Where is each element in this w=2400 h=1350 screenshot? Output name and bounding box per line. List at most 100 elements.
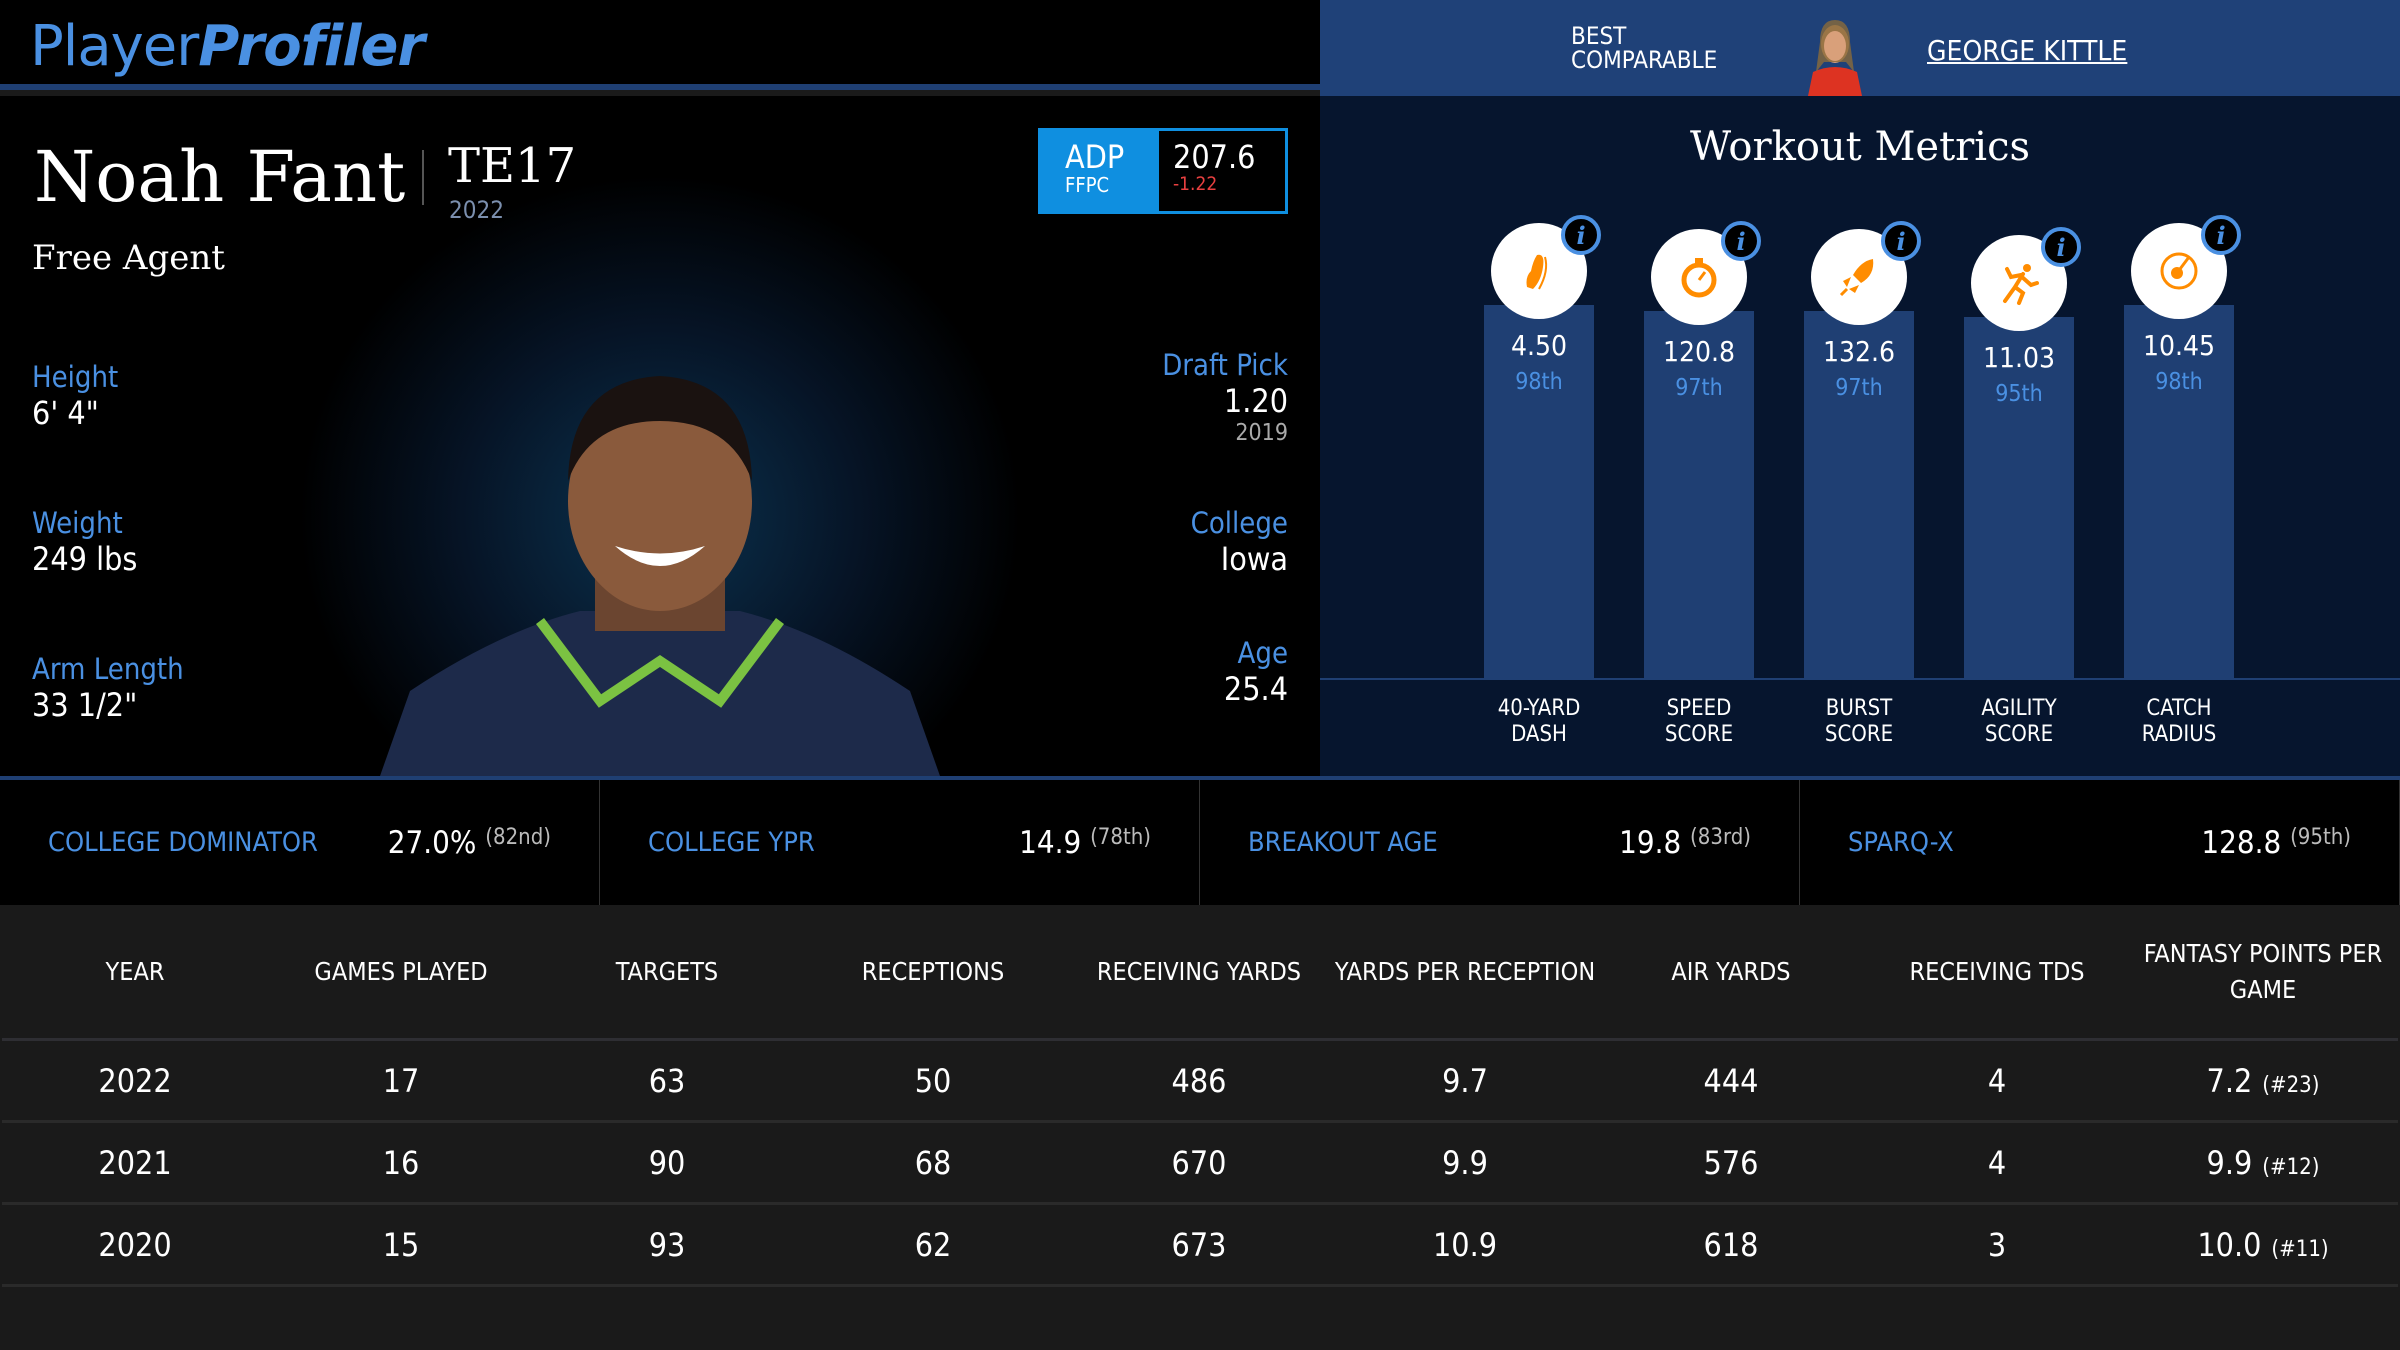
stat-rank: (78th): [1090, 824, 1151, 850]
arm-value: 33 1/2": [32, 686, 138, 724]
metric-label-line1: 40-YARD: [1497, 696, 1581, 721]
stat-rank: (83rd): [1690, 824, 1751, 850]
column-header[interactable]: YEAR: [105, 956, 165, 986]
runner-icon: [2003, 264, 2039, 305]
stat-value: 128.8: [2201, 824, 2282, 861]
logo[interactable]: PlayerProfiler: [30, 14, 425, 79]
stat-rank: (95th): [2290, 824, 2351, 850]
metric-value: 10.45: [2142, 329, 2216, 362]
draft-label: Draft Pick: [1162, 348, 1288, 382]
college-stat-label: COLLEGE DOMINATOR: [48, 827, 318, 858]
column-header[interactable]: RECEIVING TDS: [1909, 956, 2085, 986]
draft-value: 1.20: [1223, 382, 1288, 420]
metric-label: AGILITY SCORE: [1939, 696, 2099, 748]
table-cell: 2021: [98, 1143, 172, 1182]
stat-value: 19.8: [1619, 824, 1682, 861]
college-stat-cell: COLLEGE DOMINATOR 27.0% (82nd): [0, 780, 600, 905]
metric-value: 4.50: [1510, 329, 1568, 362]
metric-label-line1: CATCH: [2146, 696, 2212, 721]
info-icon[interactable]: i: [1561, 215, 1601, 255]
table-cell: 63: [648, 1061, 686, 1100]
metric-label-line2: SCORE: [1664, 722, 1734, 747]
workout-title: Workout Metrics: [1689, 124, 2031, 170]
college-value: Iowa: [1220, 540, 1288, 578]
height-label: Height: [32, 360, 119, 394]
column-header[interactable]: RECEPTIONS: [861, 956, 1005, 986]
rocket-icon: [1839, 259, 1874, 297]
table-cell: 7.2 (#23): [2130, 1062, 2396, 1100]
season: 2022: [449, 196, 504, 224]
metric-bar: [1804, 311, 1914, 678]
best-comparable-bar: BEST COMPARABLE GEORGE KITTLE: [1320, 0, 2400, 96]
table-row: 2020 15 93 62 673 10.9 618 3 10.0 (#11): [2, 1205, 2398, 1287]
divider: [422, 150, 424, 205]
metric-bar: [2124, 305, 2234, 678]
fppg-value: 10.0: [2197, 1225, 2262, 1264]
team: Free Agent: [32, 238, 225, 278]
info-icon[interactable]: i: [2201, 215, 2241, 255]
college-label: College: [1190, 506, 1288, 540]
info-icon[interactable]: i: [1881, 221, 1921, 261]
metric-percentile: 97th: [1675, 375, 1723, 401]
metric-label-line1: AGILITY: [1981, 696, 2057, 721]
metric-percentile: 98th: [1515, 369, 1563, 395]
fppg-rank: (#11): [2271, 1236, 2329, 1262]
arm-label: Arm Length: [32, 652, 184, 686]
college-stat-value: 128.8 (95th): [2201, 825, 2351, 861]
metric-value: 132.6: [1822, 335, 1896, 368]
age-stat: Age 25.4: [1224, 636, 1288, 708]
table-cell: 618: [1703, 1225, 1759, 1264]
player-panel: Noah Fant TE17 2022 Free Agent ADP FFPC 2…: [0, 96, 1320, 776]
college-stats-band: COLLEGE DOMINATOR 27.0% (82nd) COLLEGE YPR…: [0, 776, 2400, 905]
metric-bar: [1964, 317, 2074, 678]
table-cell: 2020: [98, 1225, 172, 1264]
table-cell: 3: [1987, 1225, 2007, 1264]
adp-label: ADP: [1065, 138, 1125, 176]
best-comparable-label: BEST COMPARABLE: [1571, 22, 1718, 74]
column-header[interactable]: YARDS PER RECEPTION: [1334, 956, 1596, 986]
stat-rank: (82nd): [485, 824, 551, 850]
table-cell: 10.0 (#11): [2130, 1226, 2396, 1264]
height-stat: Height 6' 4": [32, 360, 118, 432]
table-cell: 9.7: [1442, 1061, 1488, 1100]
stopwatch-icon: [1681, 258, 1717, 298]
table-cell: 15: [382, 1225, 420, 1264]
table-cell: 444: [1703, 1061, 1759, 1100]
comparable-player-link[interactable]: GEORGE KITTLE: [1927, 34, 2128, 67]
table-cell: 62: [914, 1225, 952, 1264]
column-header[interactable]: AIR YARDS: [1671, 956, 1791, 986]
metric-bar: [1484, 305, 1594, 678]
weight-value: 249 lbs: [32, 540, 138, 578]
arm-stat: Arm Length 33 1/2": [32, 652, 184, 724]
info-icon[interactable]: i: [2041, 227, 2081, 267]
top-bar: PlayerProfiler: [0, 0, 1320, 90]
shoe-icon: [1526, 254, 1548, 290]
column-header[interactable]: RECEIVING YARDS: [1096, 956, 1302, 986]
weight-label: Weight: [32, 506, 123, 540]
table-cell: 670: [1171, 1143, 1227, 1182]
fppg-rank: (#12): [2262, 1154, 2320, 1180]
adp-value: 207.6: [1173, 138, 1256, 176]
position-rank: TE17: [448, 138, 577, 194]
logo-part1: Player: [30, 14, 199, 79]
metric-label-line2: SCORE: [1984, 722, 2054, 747]
college-stat-cell: COLLEGE YPR 14.9 (78th): [600, 780, 1200, 905]
column-header[interactable]: GAMES PLAYED: [314, 956, 488, 986]
metric-percentile: 95th: [1995, 381, 2043, 407]
metric-label: SPEED SCORE: [1619, 696, 1779, 748]
metric-percentile: 98th: [2155, 369, 2203, 395]
column-header[interactable]: TARGETS: [615, 956, 719, 986]
weight-stat: Weight 249 lbs: [32, 506, 137, 578]
table-cell: 50: [914, 1061, 952, 1100]
adp-badge: ADP FFPC 207.6 -1.22: [1038, 128, 1288, 214]
college-stat-value: 27.0% (82nd): [388, 825, 551, 861]
table-header: YEAR GAMES PLAYED TARGETS RECEPTIONS RECEIVI…: [2, 905, 2398, 1041]
table-cell: 9.9: [1442, 1143, 1488, 1182]
stat-value: 27.0%: [387, 824, 477, 861]
metric-label-line1: SPEED: [1666, 696, 1732, 721]
table-cell: 10.9: [1432, 1225, 1498, 1264]
player-photo: [380, 376, 940, 776]
column-header[interactable]: FANTASY POINTS PER GAME: [2143, 938, 2383, 1004]
table-row: 2021 16 90 68 670 9.9 576 4 9.9 (#12): [2, 1123, 2398, 1205]
info-icon[interactable]: i: [1721, 221, 1761, 261]
